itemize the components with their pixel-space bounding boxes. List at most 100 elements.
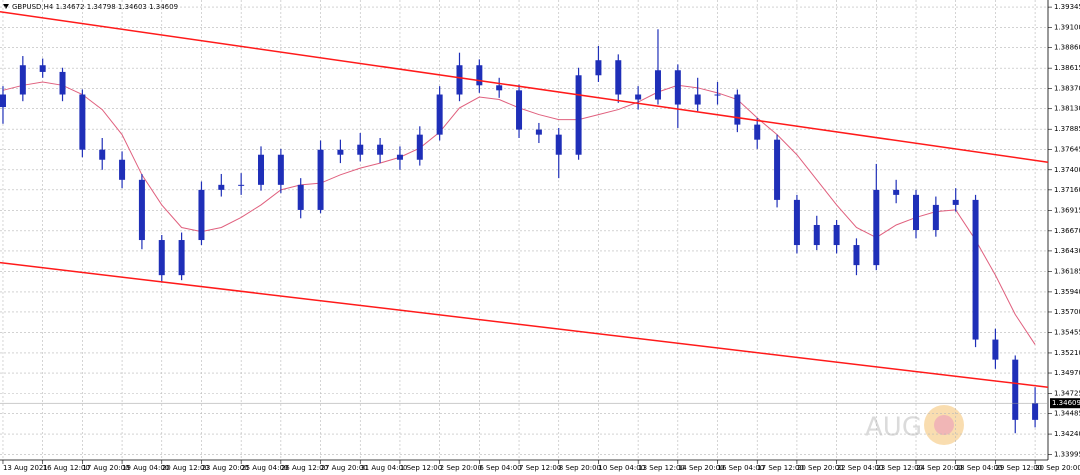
candle-body [913,194,920,230]
candle-body [793,199,800,246]
x-tick-label: 6 Sep 04:00 [479,464,521,472]
y-tick-label: 1.34970 [1054,369,1080,377]
candle-body [774,139,781,200]
trendline [0,261,1049,388]
y-tick-label: 1.39100 [1054,24,1080,32]
candle-body [158,240,165,276]
candle-body [595,60,602,76]
x-tick-label: 23 Aug 20:00 [201,464,248,472]
candle-body [19,65,26,95]
y-tick-label: 1.34240 [1054,430,1080,438]
candle-body [456,65,463,95]
candle-body [99,149,106,160]
y-tick-label: 1.37645 [1054,145,1080,153]
x-tick-label: 14 Sep 20:00 [678,464,725,472]
candle-body [297,184,304,210]
candle-body [873,189,880,266]
candle-body [952,199,959,205]
candle-body [734,94,741,125]
candle-body [694,94,701,105]
candle-body [972,199,979,340]
candle-body [992,339,999,360]
x-tick-label: 16 Sep 04:00 [718,464,765,472]
candle-body [496,85,503,91]
candle-body [833,224,840,246]
x-tick-label: 19 Aug 04:00 [122,464,169,472]
candle-body [79,94,86,150]
candle-body [893,189,900,195]
y-tick-label: 1.35455 [1054,328,1080,336]
y-tick-label: 1.35940 [1054,288,1080,296]
candle-body [575,75,582,155]
candle-body [198,189,205,241]
candle-body [476,65,483,86]
x-tick-label: 24 Sep 20:00 [916,464,963,472]
candle-body [396,154,403,160]
candle-body [436,94,443,135]
x-tick-label: 17 Aug 20:00 [82,464,129,472]
candle-body [813,224,820,246]
x-tick-label: 25 Aug 04:00 [241,464,288,472]
y-tick-label: 1.35210 [1054,349,1080,357]
candle-body [555,134,562,155]
candle-body [635,94,642,100]
candle-body [238,184,245,186]
x-tick-label: 7 Sep 12:00 [519,464,561,472]
candle-body [516,90,523,130]
x-tick-label: 13 Sep 12:00 [638,464,685,472]
x-tick-label: 10 Sep 04:00 [598,464,645,472]
x-tick-label: 8 Sep 20:00 [559,464,601,472]
x-tick-label: 20 Sep 20:00 [797,464,844,472]
watermark-text: AUG [865,413,922,443]
candle-body [416,134,423,160]
candle-body [39,65,46,72]
candle-body [258,154,265,185]
watermark-logo: AUG [865,405,964,445]
candle-body [853,245,860,266]
header-arrow [3,4,9,9]
y-tick-label: 1.37885 [1054,125,1080,133]
candle-body [674,70,681,105]
y-tick-label: 1.36670 [1054,227,1080,235]
candle-body [59,71,66,95]
candle-body [218,184,225,190]
x-tick-label: 28 Sep 04:00 [956,464,1003,472]
x-tick-label: 20 Aug 12:00 [162,464,209,472]
candle-body [277,154,284,185]
y-tick-label: 1.37400 [1054,166,1080,174]
x-tick-label: 17 Sep 12:00 [757,464,804,472]
candle-body [654,70,661,100]
x-tick-label: 31 Aug 04:00 [360,464,407,472]
y-tick-label: 1.38130 [1054,105,1080,113]
candle-body [178,240,185,276]
x-tick-label: 16 Aug 12:00 [43,464,90,472]
x-tick-label: 29 Sep 12:00 [995,464,1042,472]
y-tick-label: 1.36430 [1054,247,1080,255]
x-tick-label: 26 Aug 12:00 [281,464,328,472]
candle-body [754,124,761,140]
y-tick-label: 1.38860 [1054,44,1080,52]
x-tick-label: 13 Aug 2021 [3,464,48,472]
candle-body [1012,359,1019,420]
x-tick-label: 1 Sep 12:00 [400,464,442,472]
current-price-label: 1.34609 [1052,399,1080,407]
chart-header: GBPUSD,H4 1.34672 1.34798 1.34603 1.3460… [12,3,178,11]
x-tick-label: 22 Sep 04:00 [837,464,884,472]
candle-body [317,149,324,210]
candle-body [535,129,542,135]
candle-body [0,94,6,108]
x-tick-label: 2 Sep 20:00 [440,464,482,472]
x-tick-label: 30 Sep 20:00 [1035,464,1080,472]
candle-body [357,144,364,155]
y-tick-label: 1.34485 [1054,410,1080,418]
y-tick-label: 1.39345 [1054,3,1080,11]
candle-body [119,159,126,180]
candle-body [138,179,145,241]
candle-body [1032,403,1039,420]
x-tick-label: 27 Aug 20:00 [321,464,368,472]
candle-body [377,144,384,155]
trendline [0,10,1049,163]
current-price-box [1050,398,1080,409]
candle-body [337,149,344,155]
